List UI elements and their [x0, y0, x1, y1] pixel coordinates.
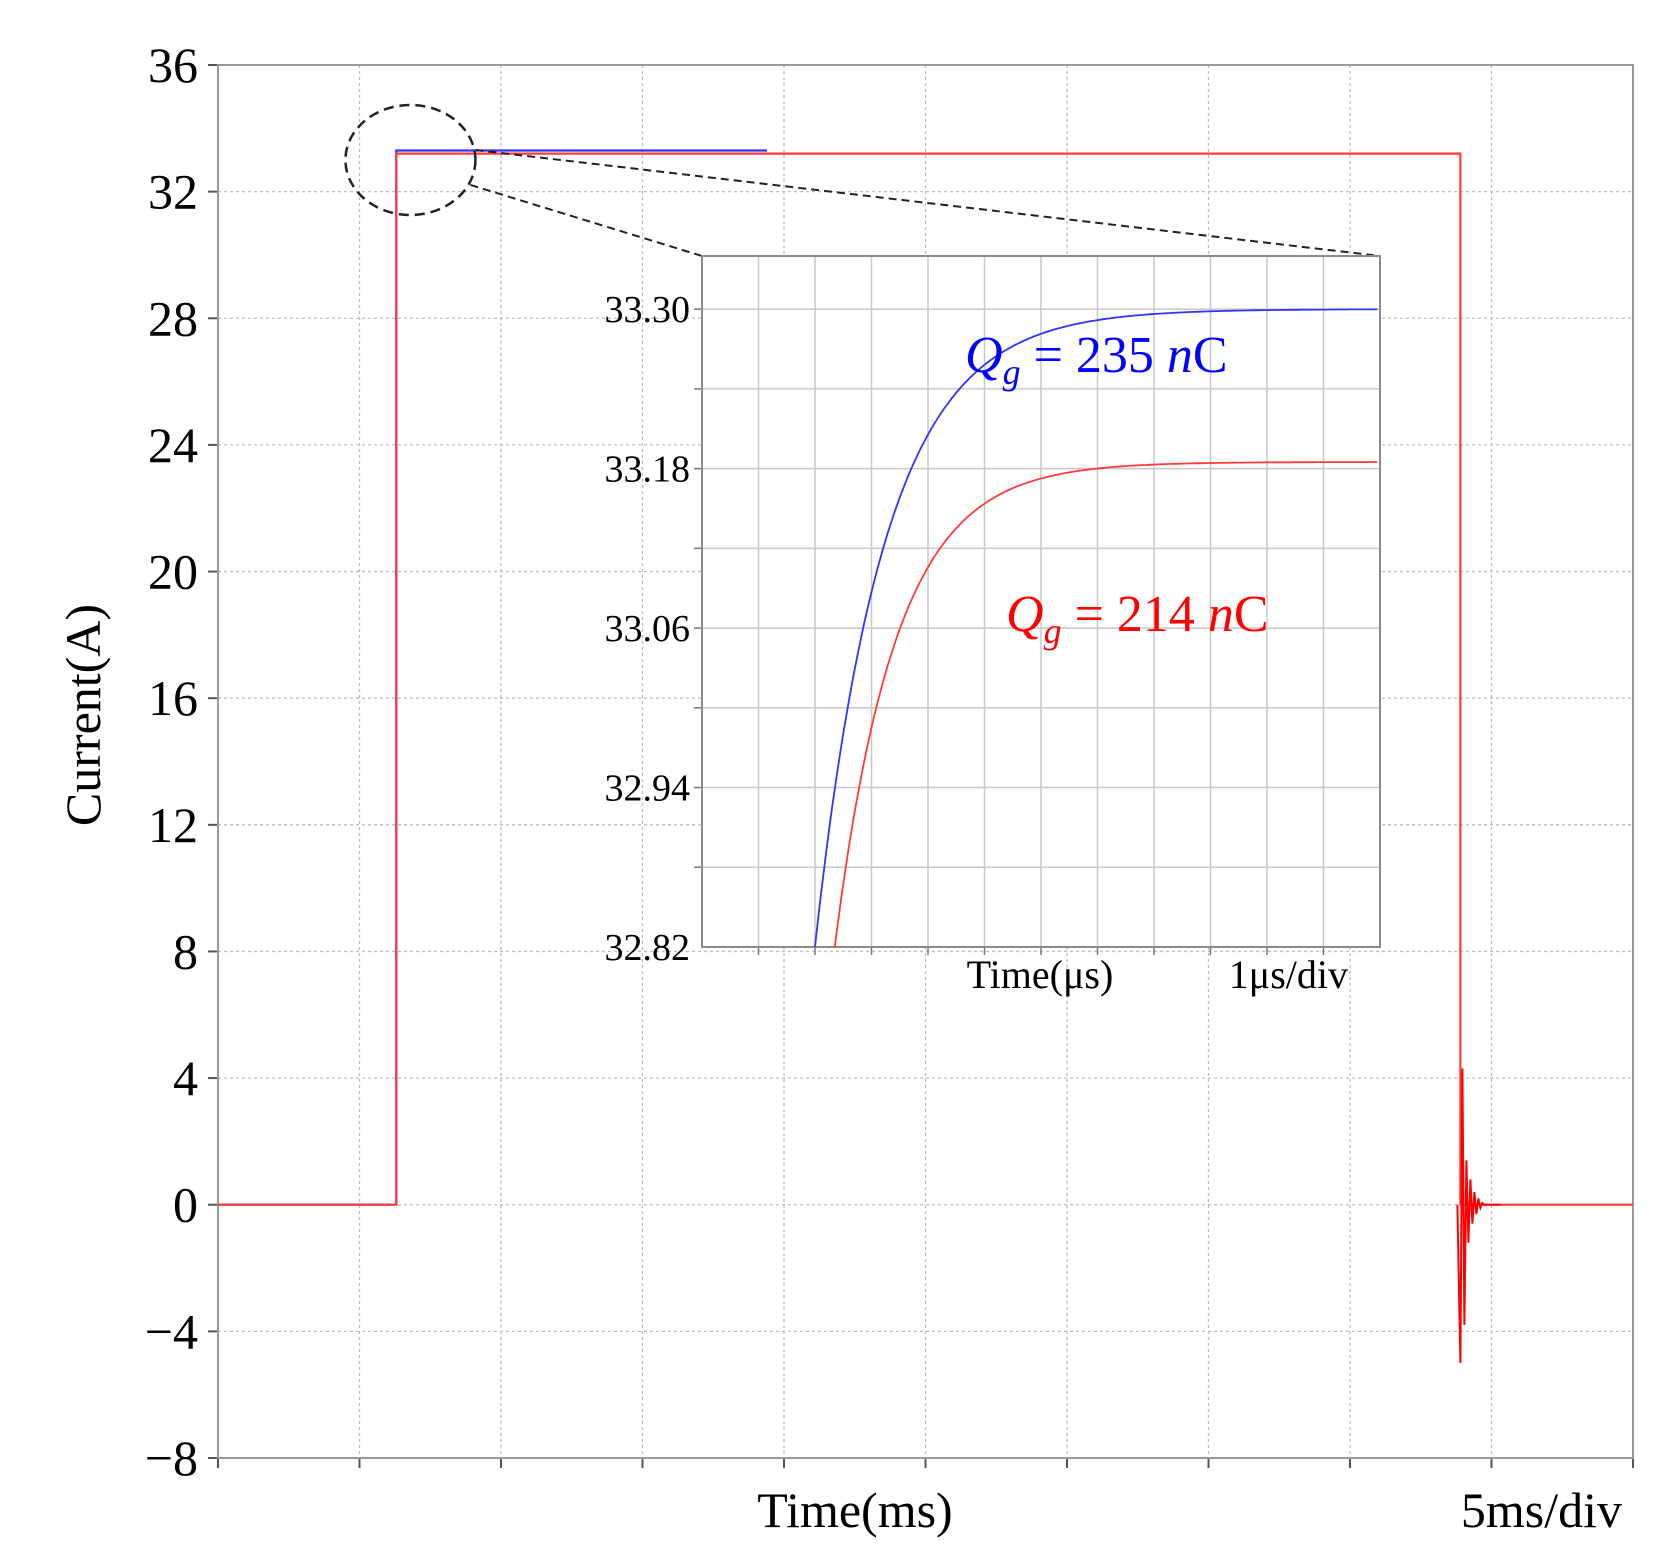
legend-sub: g	[1044, 611, 1062, 651]
legend-value: = 235	[1021, 327, 1167, 384]
inset-y-tick-label: 33.06	[605, 608, 691, 650]
main-y-tick-label: −8	[145, 1430, 198, 1486]
main-x-axis-title: Time(ms)	[757, 1482, 952, 1538]
zoom-connector-line	[470, 184, 703, 257]
inset-grid	[702, 256, 1380, 947]
main-y-axis-title: Current(A)	[55, 604, 111, 826]
inset-y-tick-label: 33.18	[605, 449, 691, 491]
inset-y-tick-label: 32.82	[605, 927, 691, 969]
main-axes: −8 −4 0 4 8 12 16 20 24 28 32 36	[145, 37, 1634, 1486]
inset-y-tick-label: 32.94	[605, 768, 691, 810]
inset-series-curve-qg-235	[814, 308, 1378, 947]
zoom-connector-line	[475, 148, 1381, 257]
main-y-tick-label: 32	[148, 164, 198, 220]
legend-value: = 214	[1062, 586, 1208, 643]
inset-y-tick-label: 33.30	[605, 289, 691, 331]
main-y-tick-label: 0	[173, 1177, 198, 1233]
main-y-tick-label: −4	[145, 1303, 198, 1359]
inset-x-axis-title: Time(μs)	[967, 952, 1114, 997]
main-y-tick-label: 4	[173, 1050, 198, 1106]
main-y-tick-label: 16	[148, 670, 198, 726]
legend-unit: C	[1234, 586, 1269, 643]
main-plot-frame	[217, 64, 1634, 1459]
legend-label-qg-235: Qg = 235 nC	[965, 327, 1228, 392]
inset-plot-frame	[701, 255, 1381, 948]
main-x-scale-note: 5ms/div	[1461, 1482, 1622, 1538]
legend-sub: g	[1003, 352, 1021, 392]
main-y-tick-label: 36	[148, 37, 198, 93]
inset-x-scale-note: 1μs/div	[1229, 952, 1348, 997]
legend-unit-prefix: n	[1208, 586, 1234, 643]
legend-unit-prefix: n	[1167, 327, 1193, 384]
inset-axes: 32.82 32.94 33.06 33.18 33.30	[605, 255, 1381, 969]
legend-q: Q	[965, 327, 1003, 384]
main-y-tick-label: 28	[148, 290, 198, 346]
main-y-tick-label: 12	[148, 797, 198, 853]
main-annotations	[344, 103, 1381, 257]
legend-q: Q	[1006, 586, 1044, 643]
inset-series	[814, 308, 1378, 947]
legend-label-qg-214: Qg = 214 nC	[1006, 586, 1269, 651]
inset-chart: 32.82 32.94 33.06 33.18 33.30	[605, 255, 1381, 969]
inset-series-curve-qg-214	[833, 461, 1378, 947]
main-y-tick-label: 24	[148, 417, 198, 473]
main-y-tick-label: 8	[173, 923, 198, 979]
main-series	[218, 149, 1633, 1364]
turn-off-ringing-spike	[1456, 1068, 1501, 1364]
legend-unit: C	[1193, 327, 1228, 384]
main-y-tick-label: 20	[148, 544, 198, 600]
zoom-ellipse	[344, 103, 477, 217]
